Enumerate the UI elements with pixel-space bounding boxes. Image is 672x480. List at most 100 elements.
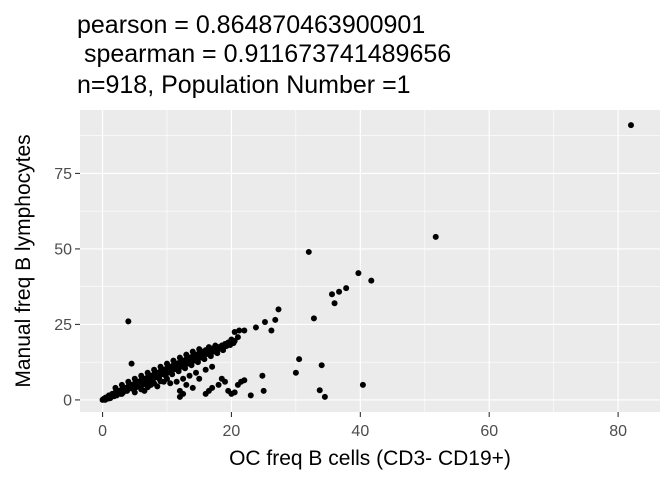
x-axis: 0 20 40 60 80: [98, 412, 627, 440]
y-tick-label: 0: [63, 392, 72, 409]
data-points: [99, 122, 634, 403]
data-point: [275, 306, 282, 313]
data-point: [261, 319, 268, 325]
data-point: [180, 375, 187, 382]
data-point: [305, 248, 312, 255]
data-point: [167, 367, 174, 374]
data-point: [128, 360, 135, 367]
data-point: [355, 270, 362, 277]
data-point: [164, 375, 170, 382]
x-tick-label: 20: [223, 423, 241, 440]
data-point: [189, 384, 196, 391]
data-point: [138, 372, 145, 379]
data-point: [241, 327, 248, 334]
title-line-pearson: pearson = 0.864870463900901: [77, 11, 425, 39]
data-point: [176, 354, 183, 361]
data-point: [321, 393, 328, 400]
data-point: [151, 366, 158, 373]
data-point: [144, 369, 151, 376]
data-point: [125, 378, 132, 385]
data-point: [368, 277, 375, 284]
data-point: [209, 363, 216, 370]
data-point: [343, 285, 350, 292]
data-point: [247, 392, 254, 399]
data-point: [241, 377, 248, 384]
data-point: [157, 363, 164, 370]
data-point: [167, 380, 174, 387]
data-point: [131, 375, 138, 382]
x-tick-label: 40: [351, 423, 369, 440]
data-point: [161, 370, 168, 377]
y-axis: 0 25 50 75: [54, 166, 80, 409]
y-tick-label: 75: [54, 166, 72, 183]
data-point: [138, 386, 145, 393]
data-point: [180, 390, 187, 397]
data-point: [118, 381, 125, 388]
data-point: [268, 327, 275, 334]
data-point: [183, 351, 190, 358]
data-point: [292, 369, 299, 376]
y-axis-title: Manual freq B lymphocytes: [12, 134, 35, 387]
data-point: [154, 373, 161, 380]
major-gridlines: [80, 110, 660, 412]
minor-gridlines: [80, 110, 660, 412]
data-point: [173, 378, 180, 385]
data-point: [144, 384, 151, 391]
data-point: [259, 372, 266, 379]
data-point: [236, 327, 243, 334]
data-point: [112, 384, 119, 391]
data-point: [231, 389, 238, 396]
data-point: [222, 378, 228, 385]
data-point: [628, 122, 634, 129]
data-point: [359, 381, 366, 388]
data-point: [231, 328, 238, 335]
data-point: [272, 316, 279, 323]
data-point: [252, 324, 259, 331]
title-line-n: n=918, Population Number =1: [77, 71, 411, 99]
data-point: [129, 384, 136, 391]
data-point: [131, 389, 138, 396]
data-point: [164, 360, 170, 367]
data-point: [209, 384, 216, 391]
data-point: [310, 315, 317, 322]
data-point: [151, 380, 158, 387]
data-point: [189, 348, 196, 355]
data-point: [193, 355, 200, 362]
data-point: [212, 346, 219, 353]
data-point: [183, 381, 190, 388]
x-tick-label: 0: [98, 423, 107, 440]
chart-title: pearson = 0.864870463900901 spearman = 0…: [77, 11, 451, 99]
data-point: [202, 366, 209, 373]
y-tick-label: 25: [54, 317, 72, 334]
x-tick-label: 80: [609, 423, 627, 440]
data-point: [331, 300, 338, 307]
x-tick-label: 60: [480, 423, 498, 440]
data-point: [196, 346, 203, 353]
data-point: [196, 375, 203, 382]
data-point: [142, 379, 149, 386]
title-line-spearman: spearman = 0.911673741489656: [77, 40, 451, 68]
data-point: [318, 362, 325, 369]
data-point: [125, 318, 132, 325]
data-point: [336, 288, 343, 295]
x-axis-title: OC freq B cells (CD3- CD19+): [229, 447, 511, 470]
data-point: [230, 340, 237, 347]
y-tick-label: 50: [54, 241, 72, 258]
data-point: [296, 356, 303, 363]
data-point: [157, 378, 164, 385]
data-point: [260, 387, 267, 394]
data-point: [193, 369, 199, 376]
data-point: [206, 349, 213, 356]
data-point: [174, 364, 181, 371]
data-point: [200, 352, 207, 359]
data-point: [170, 357, 177, 364]
data-point: [186, 372, 193, 379]
data-point: [187, 358, 194, 365]
data-point: [122, 387, 129, 394]
data-point: [118, 390, 125, 397]
data-point: [180, 361, 187, 368]
data-point: [215, 381, 222, 388]
data-point: [432, 233, 439, 240]
data-point: [316, 387, 323, 394]
